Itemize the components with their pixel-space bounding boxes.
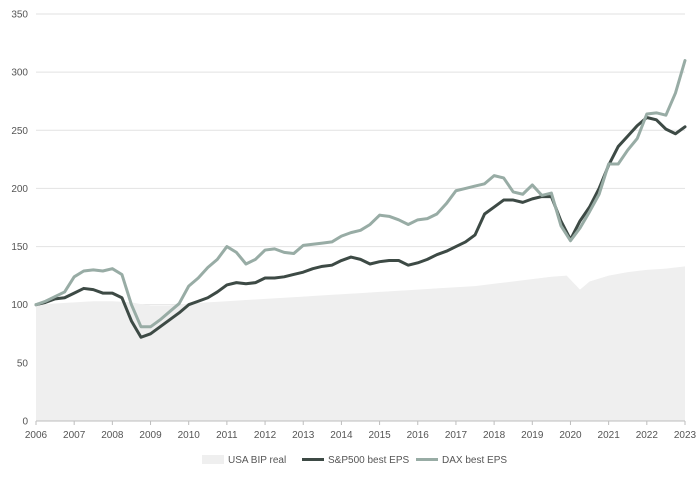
line-series-sp500-best-eps xyxy=(34,115,687,339)
line-series-layer xyxy=(34,59,687,339)
y-tick-label: 50 xyxy=(17,358,29,369)
x-tick-label: 2016 xyxy=(407,430,430,441)
x-tick-label: 2007 xyxy=(63,430,86,441)
x-axis-tick-labels: 2006 2007 2008 2009 2010 2011 2012 2013 2014 2015… xyxy=(25,430,697,441)
line-series-dax-best-eps xyxy=(34,59,687,329)
x-tick-label: 2017 xyxy=(445,430,468,441)
x-tick-label: 2018 xyxy=(483,430,506,441)
x-tick-label: 2019 xyxy=(521,430,544,441)
legend-label-dax-best-eps: DAX best EPS xyxy=(442,455,507,466)
y-tick-label: 300 xyxy=(11,68,28,79)
x-tick-label: 2011 xyxy=(216,430,238,441)
y-tick-label: 350 xyxy=(11,10,28,21)
y-tick-label: 250 xyxy=(11,126,28,137)
area-series-usa-bip-real xyxy=(36,266,685,421)
x-tick-label: 2020 xyxy=(559,430,582,441)
legend: USA BIP real S&P500 best EPS DAX best EP… xyxy=(202,455,507,466)
x-tick-label: 2010 xyxy=(178,430,201,441)
legend-label-usa-bip-real: USA BIP real xyxy=(228,455,286,466)
x-tick-label: 2023 xyxy=(674,430,697,441)
x-tick-label: 2009 xyxy=(139,430,162,441)
x-tick-label: 2006 xyxy=(25,430,48,441)
legend-label-sp500-best-eps: S&P500 best EPS xyxy=(328,455,409,466)
y-tick-label: 200 xyxy=(11,184,28,195)
y-axis-tick-labels: 0 50 100 150 200 250 300 350 xyxy=(11,10,28,428)
x-tick-label: 2013 xyxy=(292,430,315,441)
axes xyxy=(35,420,686,425)
y-tick-label: 100 xyxy=(11,300,28,311)
gridlines xyxy=(36,13,685,364)
x-tick-label: 2012 xyxy=(254,430,277,441)
x-tick-label: 2021 xyxy=(598,430,621,441)
y-tick-label: 150 xyxy=(11,242,28,253)
x-tick-label: 2022 xyxy=(636,430,659,441)
x-tick-label: 2015 xyxy=(368,430,391,441)
x-tick-label: 2008 xyxy=(101,430,124,441)
x-tick-label: 2014 xyxy=(330,430,353,441)
legend-swatch-usa-bip-real xyxy=(202,455,224,464)
y-tick-label: 0 xyxy=(22,417,28,428)
area-series-layer xyxy=(36,266,685,421)
